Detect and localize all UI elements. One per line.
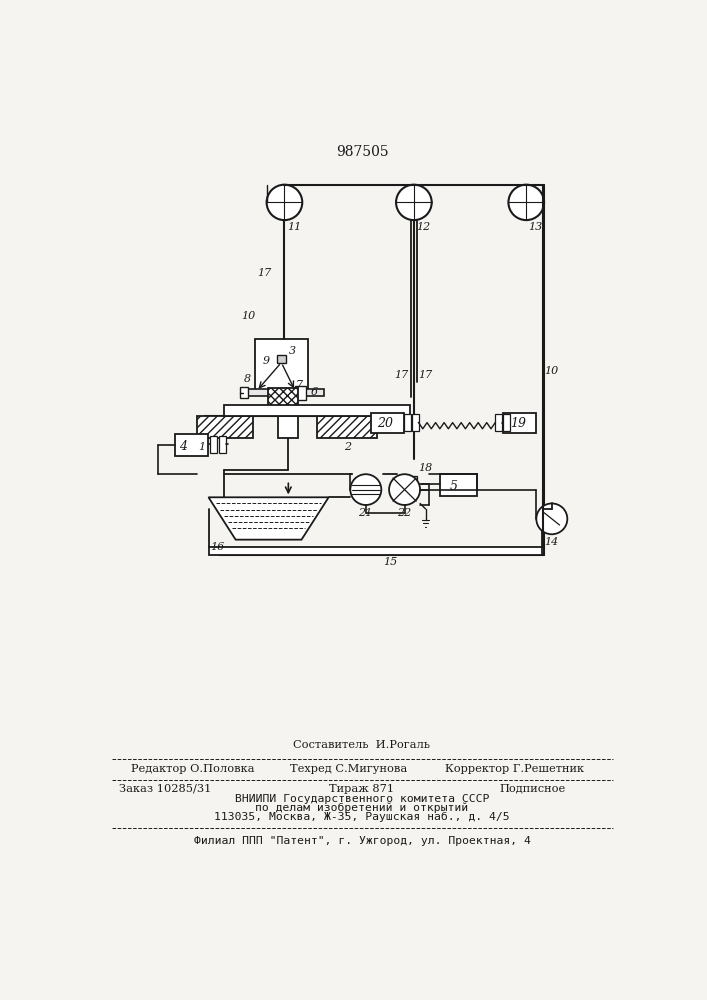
Text: 11: 11 <box>287 222 301 232</box>
Text: Составитель  И.Рогаль: Составитель И.Рогаль <box>293 740 431 750</box>
Bar <box>240 387 248 398</box>
Text: 15: 15 <box>383 557 397 567</box>
Bar <box>175 434 208 456</box>
Text: 10: 10 <box>241 311 255 321</box>
Text: 13: 13 <box>529 222 543 232</box>
Circle shape <box>351 474 381 505</box>
Bar <box>224 405 410 416</box>
Circle shape <box>537 503 567 534</box>
Bar <box>243 389 324 396</box>
Bar <box>210 436 217 453</box>
Text: Филиал ППП "Патент", г. Ужгород, ул. Проектная, 4: Филиал ППП "Патент", г. Ужгород, ул. Про… <box>194 836 530 846</box>
Text: 12: 12 <box>416 222 431 232</box>
Bar <box>440 474 477 496</box>
Text: Техред С.Мигунова: Техред С.Мигунова <box>290 764 407 774</box>
Bar <box>317 416 378 438</box>
Bar <box>371 413 404 433</box>
Text: 3: 3 <box>289 346 296 356</box>
Text: 6: 6 <box>311 387 318 397</box>
Text: Заказ 10285/31: Заказ 10285/31 <box>119 784 212 794</box>
Text: 8: 8 <box>244 374 251 384</box>
Text: 17: 17 <box>395 370 409 380</box>
Text: 10: 10 <box>544 366 559 376</box>
Text: 18: 18 <box>418 463 432 473</box>
Bar <box>503 414 510 431</box>
Bar <box>277 355 286 363</box>
Bar <box>268 388 298 416</box>
Circle shape <box>396 185 432 220</box>
Text: 1: 1 <box>199 442 206 452</box>
Text: Редактор О.Половка: Редактор О.Половка <box>131 764 255 774</box>
Circle shape <box>389 474 420 505</box>
Bar <box>218 436 226 453</box>
Text: 4: 4 <box>179 440 187 453</box>
Text: 14: 14 <box>544 537 559 547</box>
Bar <box>209 547 542 555</box>
Text: 16: 16 <box>210 542 224 552</box>
Text: 5: 5 <box>450 480 457 493</box>
Bar <box>411 414 419 431</box>
Bar <box>495 414 502 431</box>
Text: 17: 17 <box>418 370 432 380</box>
Circle shape <box>267 185 303 220</box>
Bar <box>197 416 252 438</box>
Text: 2: 2 <box>344 442 351 452</box>
Text: ВНИИПИ Государственного комитета СССР: ВНИИПИ Государственного комитета СССР <box>235 794 489 804</box>
Bar <box>409 476 417 493</box>
Text: Тираж 871: Тираж 871 <box>329 784 394 794</box>
Bar <box>255 339 308 393</box>
Text: 987505: 987505 <box>336 145 388 159</box>
Text: 9: 9 <box>263 356 270 366</box>
Bar <box>400 476 408 493</box>
Text: 20: 20 <box>377 417 392 430</box>
Text: 17: 17 <box>257 268 271 278</box>
Text: 113035, Москва, Ж-35, Раушская наб., д. 4/5: 113035, Москва, Ж-35, Раушская наб., д. … <box>214 812 510 822</box>
Polygon shape <box>209 497 329 540</box>
Text: Подписное: Подписное <box>499 784 566 794</box>
Bar <box>296 386 306 400</box>
Circle shape <box>508 185 544 220</box>
Text: 19: 19 <box>510 417 526 430</box>
Text: 7: 7 <box>296 380 303 390</box>
Bar <box>503 413 535 433</box>
Bar <box>279 416 298 438</box>
Text: Корректор Г.Решетник: Корректор Г.Решетник <box>445 764 584 774</box>
Text: 21: 21 <box>358 508 373 518</box>
Text: 22: 22 <box>397 508 411 518</box>
Bar <box>404 414 411 431</box>
Text: по делам изобретений и открытий: по делам изобретений и открытий <box>255 803 469 813</box>
